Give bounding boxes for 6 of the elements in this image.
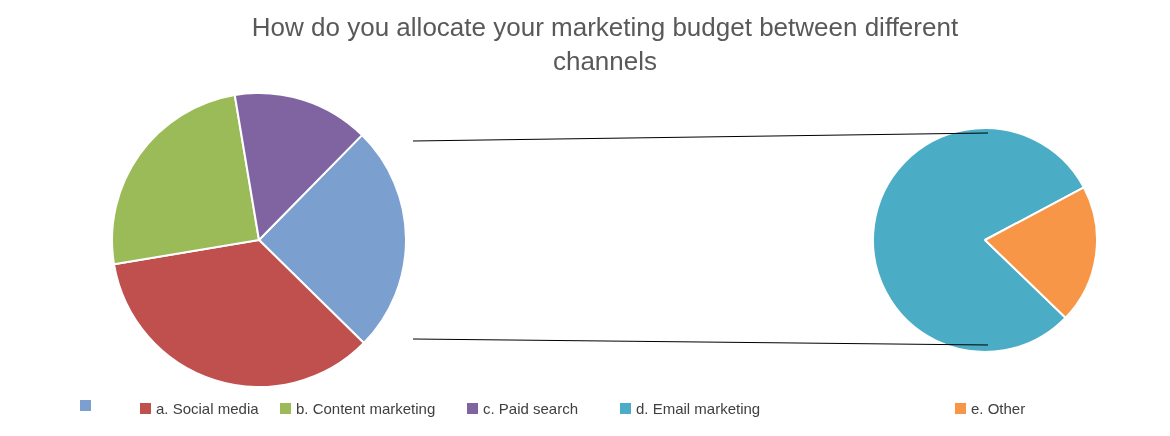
- legend-label: c. Paid search: [483, 400, 579, 417]
- chart-title: How do you allocate your marketing budget between different channels: [250, 11, 960, 78]
- legend-label: a. Social media: [156, 400, 259, 417]
- legend-label: e. Other: [971, 400, 1026, 417]
- legend-label: b. Content marketing: [296, 400, 436, 417]
- legend-label: d. Email marketing: [636, 400, 761, 417]
